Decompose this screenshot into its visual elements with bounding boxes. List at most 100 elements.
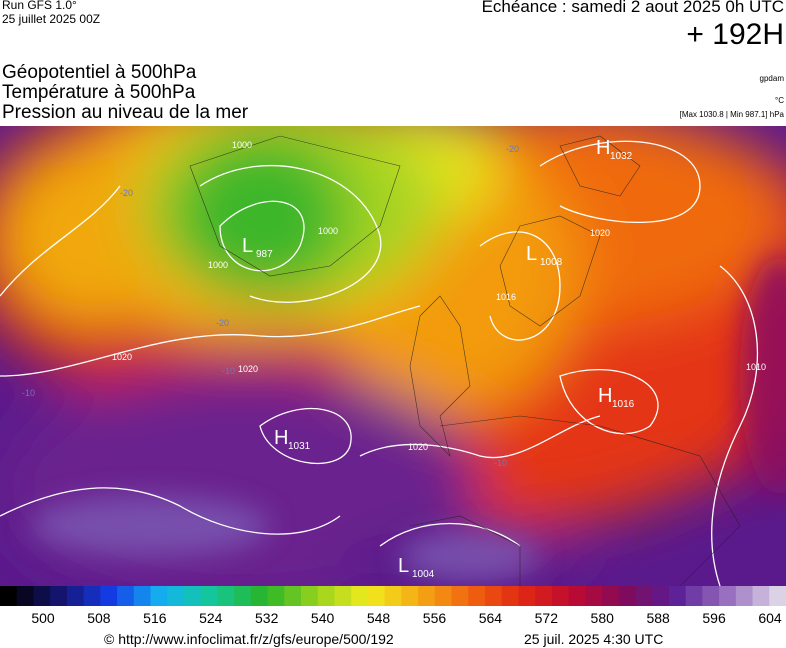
contour-label: 1020 bbox=[112, 352, 132, 362]
pressure-value: 1031 bbox=[288, 441, 311, 452]
pressure-value: 987 bbox=[256, 249, 273, 260]
pressure-center: L bbox=[242, 235, 253, 257]
colorbar-tick-label: 604 bbox=[758, 610, 782, 626]
color-swatch bbox=[652, 586, 670, 606]
contour-label: -20 bbox=[216, 318, 229, 328]
color-swatch bbox=[752, 586, 770, 606]
timestamp: 25 juil. 2025 4:30 UTC bbox=[524, 631, 664, 647]
color-swatch bbox=[668, 586, 687, 606]
colorbar-tick-label: 580 bbox=[591, 610, 615, 626]
color-swatch bbox=[451, 586, 469, 606]
colorbar-tick-label: 532 bbox=[255, 610, 279, 626]
colorbar-tick-label: 540 bbox=[311, 610, 335, 626]
color-swatch bbox=[384, 586, 402, 606]
color-swatch bbox=[150, 586, 168, 606]
color-swatch bbox=[0, 586, 18, 606]
color-swatch bbox=[434, 586, 453, 606]
run-date: 25 juillet 2025 00Z bbox=[2, 12, 101, 26]
run: Run GFS 1.0° bbox=[2, 0, 77, 12]
color-swatch bbox=[518, 586, 536, 606]
pressure-center: H bbox=[596, 137, 610, 159]
contour-label: -10 bbox=[222, 366, 235, 376]
color-swatch bbox=[117, 586, 135, 606]
color-swatch bbox=[484, 586, 503, 606]
colorbar: 500 508 516 524 532 540 548 556 564 572 580 588 596 6… bbox=[0, 586, 786, 626]
unit: [Max 1030.8 | Min 987.1] hPa bbox=[679, 110, 784, 119]
color-swatch bbox=[769, 586, 786, 606]
contour-label: 1010 bbox=[746, 362, 766, 372]
contour-label: -10 bbox=[22, 388, 35, 398]
pressure-value: 1016 bbox=[612, 399, 635, 410]
color-swatch bbox=[702, 586, 720, 606]
color-swatch bbox=[535, 586, 553, 606]
pressure-center: L bbox=[398, 555, 409, 577]
pressure-center: L bbox=[526, 243, 537, 265]
color-swatch bbox=[200, 586, 218, 606]
color-swatch bbox=[568, 586, 586, 606]
colorbar-tick-label: 588 bbox=[646, 610, 670, 626]
color-swatch bbox=[317, 586, 335, 606]
contour-label: -10 bbox=[494, 458, 507, 468]
colorbar-tick-label: 500 bbox=[31, 610, 55, 626]
color-swatch bbox=[217, 586, 235, 606]
source-url: © http://www.infoclimat.fr/z/gfs/europe/… bbox=[104, 631, 394, 647]
color-swatch bbox=[635, 586, 653, 606]
title: Géopotentiel à 500hPa bbox=[2, 62, 197, 83]
pressure-value: 1008 bbox=[540, 257, 563, 268]
color-swatch bbox=[100, 586, 118, 606]
contour-label: 1000 bbox=[208, 260, 228, 270]
lead-time: + 192H bbox=[686, 18, 784, 51]
pressure-center: H bbox=[598, 385, 612, 407]
color-swatch bbox=[334, 586, 352, 606]
color-swatch bbox=[183, 586, 202, 606]
color-swatch bbox=[133, 586, 152, 606]
colorbar-tick-label: 556 bbox=[423, 610, 447, 626]
colorbar-tick-label: 548 bbox=[367, 610, 391, 626]
color-swatch bbox=[501, 586, 519, 606]
color-swatch bbox=[367, 586, 386, 606]
color-swatch bbox=[16, 586, 34, 606]
color-swatch bbox=[66, 586, 85, 606]
color-swatch bbox=[33, 586, 51, 606]
contour-label: 1020 bbox=[590, 228, 610, 238]
color-swatch bbox=[551, 586, 570, 606]
colorbar-tick-label: 516 bbox=[143, 610, 167, 626]
title: Température à 500hPa bbox=[2, 82, 196, 103]
color-swatch bbox=[50, 586, 68, 606]
pressure-value: 1004 bbox=[412, 569, 435, 580]
contour-label: 1020 bbox=[238, 364, 258, 374]
echeance: Echéance : samedi 2 aout 2025 0h UTC bbox=[481, 0, 784, 16]
color-swatch bbox=[267, 586, 285, 606]
color-swatch bbox=[618, 586, 636, 606]
contour-label: -20 bbox=[120, 188, 133, 198]
color-swatch bbox=[250, 586, 269, 606]
contour-label: -20 bbox=[506, 144, 519, 154]
pressure-center: H bbox=[274, 427, 288, 449]
colorbar-tick-label: 572 bbox=[535, 610, 559, 626]
color-swatch bbox=[401, 586, 419, 606]
color-swatch bbox=[234, 586, 252, 606]
title: Pression au niveau de la mer bbox=[2, 102, 249, 123]
color-swatch bbox=[301, 586, 319, 606]
colorbar-tick-label: 508 bbox=[87, 610, 111, 626]
color-swatch bbox=[167, 586, 185, 606]
colorbar-tick-label: 596 bbox=[702, 610, 726, 626]
contour-label: 1016 bbox=[496, 292, 516, 302]
color-swatch bbox=[719, 586, 737, 606]
color-swatch bbox=[468, 586, 486, 606]
unit: gpdam bbox=[759, 74, 784, 83]
color-swatch bbox=[585, 586, 603, 606]
color-swatch bbox=[602, 586, 620, 606]
colorbar-tick-label: 564 bbox=[479, 610, 503, 626]
contour-label: 1000 bbox=[318, 226, 338, 236]
colorbar-tick-label: 524 bbox=[199, 610, 223, 626]
pressure-value: 1032 bbox=[610, 151, 633, 162]
color-swatch bbox=[284, 586, 302, 606]
color-swatch bbox=[685, 586, 703, 606]
unit: °C bbox=[775, 96, 784, 105]
contour-label: 1020 bbox=[408, 442, 428, 452]
color-swatch bbox=[735, 586, 754, 606]
contour-label: 1000 bbox=[232, 140, 252, 150]
